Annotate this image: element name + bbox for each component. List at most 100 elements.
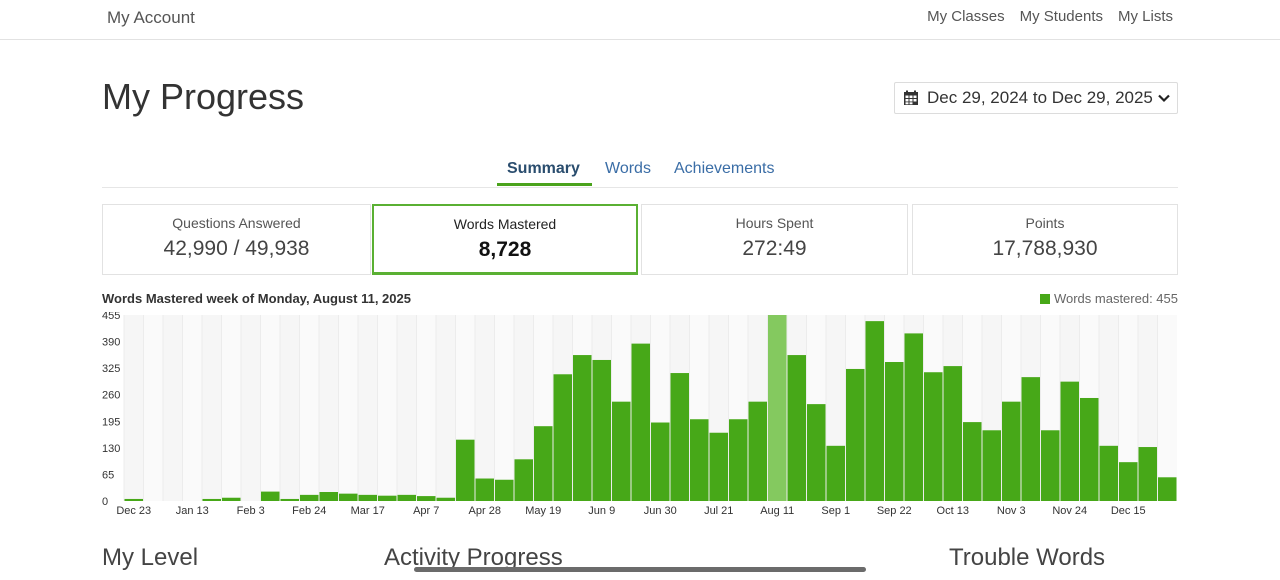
- stat-label: Points: [1025, 215, 1065, 231]
- x-tick-label: Sep 22: [877, 505, 912, 517]
- chart-column-bg: [416, 315, 436, 501]
- chart-bar: [573, 355, 592, 501]
- x-tick-label: Apr 7: [413, 505, 439, 517]
- chart-bar: [748, 401, 767, 501]
- legend-label: Words mastered: 455: [1053, 291, 1178, 306]
- chart-column-bg: [241, 315, 261, 501]
- chart-bar: [553, 374, 572, 501]
- tab-summary[interactable]: Summary: [507, 160, 580, 177]
- stat-label: Words Mastered: [453, 216, 557, 232]
- chart-bar: [729, 419, 748, 501]
- chart-bar: [982, 430, 1001, 501]
- my-classes-link[interactable]: My Classes: [927, 8, 1005, 25]
- chart-bar: [1002, 401, 1021, 501]
- words-mastered-chart: 0 65 130 195 260 325 390 455 Dec 23 Jan 13 Feb 3 Fe…: [102, 312, 1177, 517]
- y-tick-label: 455: [102, 312, 120, 322]
- stat-value: 8,728: [478, 238, 532, 261]
- chart-bar: [280, 498, 299, 501]
- top-bar: My Account My Classes My Students My Lis…: [0, 0, 1280, 40]
- chart-column-bg: [319, 315, 339, 501]
- chart-bar: [651, 422, 670, 501]
- my-level-heading: My Level: [102, 544, 199, 571]
- chart-bar: [690, 419, 709, 501]
- chart-bar: [807, 404, 826, 501]
- my-account-link[interactable]: My Account: [107, 8, 195, 27]
- chart-column-bg: [1118, 315, 1138, 501]
- chart-bar: [924, 372, 943, 501]
- x-tick-label: Nov 3: [997, 505, 1026, 517]
- date-range-picker[interactable]: Dec 29, 2024 to Dec 29, 2025: [894, 82, 1178, 114]
- chart-column-bg: [377, 315, 397, 501]
- tab-words[interactable]: Words: [605, 160, 651, 177]
- chart-column-bg: [436, 315, 456, 501]
- top-nav: My Classes My Students My Lists: [927, 8, 1173, 25]
- page-title: My Progress: [102, 76, 305, 117]
- tab-achievements[interactable]: Achievements: [674, 160, 775, 177]
- trouble-words-heading: Trouble Words: [949, 544, 1106, 571]
- chart-bar: [1138, 447, 1157, 501]
- chart-column-bg: [143, 315, 163, 501]
- chart-bar: [222, 497, 241, 501]
- chart-bar: [358, 494, 377, 501]
- y-tick-label: 390: [102, 337, 120, 349]
- stat-card-hours-spent[interactable]: Hours Spent 272:49: [641, 204, 908, 275]
- chart-bar: [670, 373, 689, 501]
- chevron-down-icon: [1158, 94, 1170, 103]
- chart-bar: [378, 495, 397, 501]
- chart-column-bg: [124, 315, 144, 501]
- stat-label: Questions Answered: [172, 215, 301, 231]
- y-tick-label: 260: [102, 390, 120, 402]
- my-lists-link[interactable]: My Lists: [1117, 8, 1173, 25]
- chart-bar: [612, 401, 631, 501]
- chart-column-bg: [397, 315, 417, 501]
- chart-bar: [885, 362, 904, 501]
- chart-bar: [534, 426, 553, 501]
- chart-column-bg: [358, 315, 378, 501]
- home-indicator: [414, 567, 866, 572]
- stat-card-questions-answered[interactable]: Questions Answered 42,990 / 49,938: [102, 204, 371, 275]
- chart-bar: [1158, 477, 1177, 501]
- chart-legend: Words mastered: 455: [1039, 291, 1178, 306]
- chart-bar: [300, 494, 319, 501]
- chart-bar: [1080, 397, 1099, 501]
- x-tick-label: Aug 11: [760, 505, 794, 517]
- calendar-icon: [904, 90, 918, 105]
- chart-bar: [865, 321, 884, 501]
- date-range-value: Dec 29, 2024 to Dec 29, 2025: [927, 88, 1153, 107]
- chart-column-bg: [221, 315, 241, 501]
- progress-tabs: Summary Words Achievements: [102, 152, 1178, 188]
- y-tick-label: 0: [102, 496, 108, 508]
- chart-column-bg: [338, 315, 358, 501]
- chart-bar: [1119, 462, 1138, 501]
- chart-column-bg: [280, 315, 300, 501]
- chart-bar: [631, 343, 650, 501]
- chart-bar: [846, 368, 865, 501]
- stat-value: 42,990 / 49,938: [163, 237, 310, 260]
- x-tick-label: Nov 24: [1052, 505, 1087, 517]
- chart-bar-selected: [768, 315, 787, 501]
- x-tick-label: May 19: [525, 505, 561, 517]
- x-tick-label: Feb 3: [237, 505, 265, 517]
- chart-column-bg: [182, 315, 202, 501]
- x-tick-label: Feb 24: [292, 505, 326, 517]
- chart-bar: [339, 493, 358, 501]
- my-students-link[interactable]: My Students: [1019, 8, 1103, 25]
- stat-card-words-mastered[interactable]: Words Mastered 8,728: [372, 204, 638, 275]
- x-tick-label: Jul 21: [704, 505, 733, 517]
- chart-column-bg: [202, 315, 222, 501]
- chart-bar: [456, 439, 475, 501]
- chart-bar: [261, 491, 280, 501]
- chart-bar: [319, 492, 338, 501]
- y-tick-label: 325: [102, 363, 120, 375]
- chart-column-bg: [260, 315, 280, 501]
- x-tick-label: Sep 1: [821, 505, 850, 517]
- chart-bar: [397, 494, 416, 501]
- chart-bar: [495, 479, 514, 501]
- chart-bar: [417, 496, 436, 501]
- x-tick-label: Oct 13: [937, 505, 969, 517]
- stats-cards: Questions Answered 42,990 / 49,938 Words…: [102, 204, 1178, 276]
- chart-bar: [1041, 430, 1060, 501]
- stat-value: 272:49: [742, 237, 807, 260]
- stat-card-points[interactable]: Points 17,788,930: [912, 204, 1178, 275]
- x-tick-label: Jun 9: [588, 505, 615, 517]
